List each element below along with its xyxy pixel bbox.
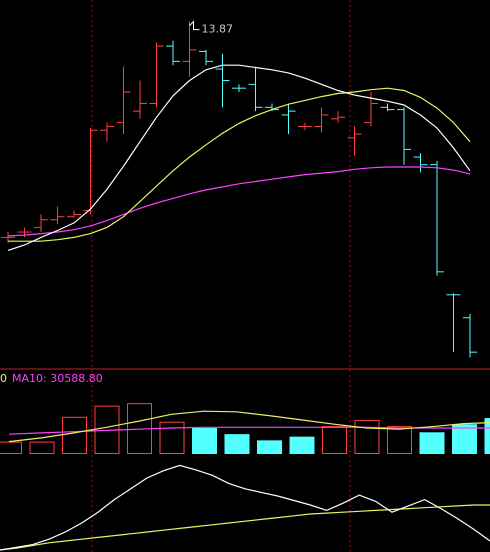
- candle: [83, 127, 98, 215]
- candle: [116, 66, 131, 135]
- volume-bar: [322, 426, 347, 455]
- volume-bar: [62, 416, 87, 454]
- candle: [430, 160, 444, 276]
- candle: [347, 126, 362, 156]
- volume-panel[interactable]: 0 MA10: 30588.80: [0, 372, 490, 455]
- indicator-line-slow: [0, 504, 490, 551]
- candle: [215, 53, 230, 108]
- candle: [182, 21, 197, 77]
- price-ma-mid-line: [8, 87, 471, 242]
- peak-price-label: 13.87: [202, 23, 234, 36]
- candle: [331, 111, 345, 123]
- candle: [133, 80, 147, 119]
- price-panel[interactable]: 13.87: [1, 20, 477, 358]
- candle: [100, 122, 114, 142]
- candle: [34, 214, 48, 233]
- volume-bars: [0, 403, 490, 455]
- volume-ma-fast-line: [8, 410, 490, 443]
- candle: [232, 84, 246, 92]
- candle: [281, 103, 296, 135]
- volume-bar: [354, 419, 380, 454]
- candle: [199, 49, 213, 66]
- candle: [17, 227, 32, 238]
- candle: [463, 313, 477, 358]
- volume-bar: [257, 440, 282, 454]
- candle: [166, 40, 180, 66]
- volume-bar: [224, 434, 250, 455]
- peak-price-leader: [189, 20, 200, 31]
- volume-bar: [387, 426, 412, 455]
- volume-label-prefix: 0: [0, 372, 7, 385]
- price-ma-fast-line: [7, 64, 471, 251]
- indicator-panel[interactable]: [0, 464, 490, 551]
- candle: [248, 66, 263, 112]
- candle: [397, 107, 411, 165]
- volume-bar: [0, 441, 22, 455]
- candle: [314, 107, 329, 133]
- candle: [446, 293, 461, 353]
- candle: [67, 210, 81, 219]
- candle: [298, 122, 312, 131]
- price-ma-slow-line: [7, 166, 471, 237]
- volume-bar: [484, 418, 490, 455]
- volume-bar: [452, 424, 477, 454]
- volume-bar: [159, 421, 185, 455]
- candles: [1, 21, 477, 358]
- candle: [50, 206, 65, 225]
- chart-grid: [91, 0, 351, 552]
- volume-ma10-label: MA10: 30588.80: [12, 372, 103, 385]
- volume-bar: [192, 427, 217, 454]
- candle: [413, 153, 428, 173]
- candle: [149, 42, 164, 108]
- volume-bar: [29, 441, 55, 455]
- volume-bar: [289, 436, 315, 455]
- volume-bar: [419, 432, 445, 454]
- candle: [380, 103, 395, 112]
- indicator-line-fast: [0, 464, 490, 551]
